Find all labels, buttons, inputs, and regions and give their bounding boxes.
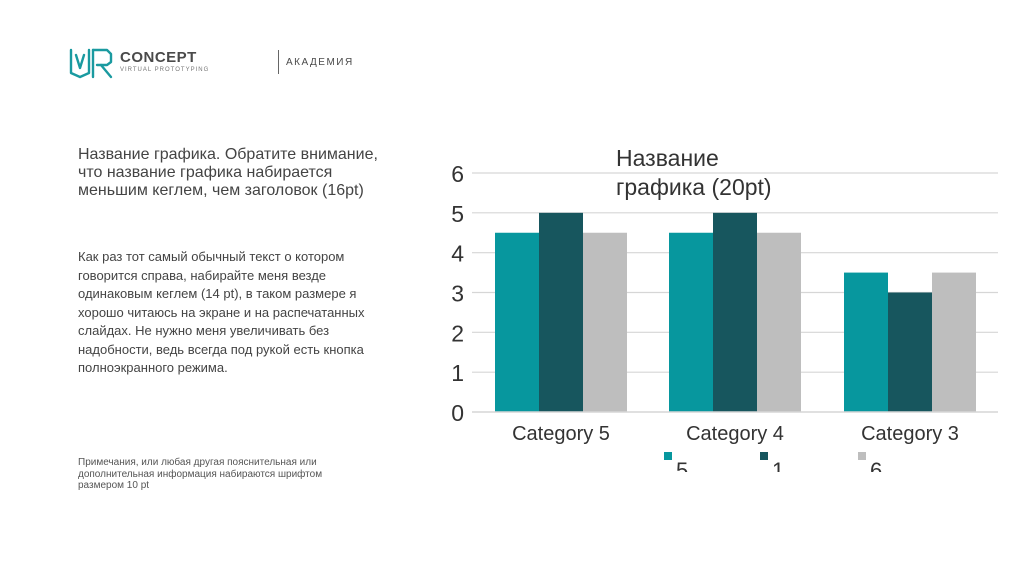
bar: [932, 272, 976, 412]
bar: [888, 292, 932, 412]
x-tick-label: Category 4: [686, 423, 784, 445]
legend-swatch: [664, 452, 672, 460]
bar-chart: 0 1 2 3 4 5 6 Category 5 Category 4 Category 3 Наз…: [440, 138, 1000, 472]
slide-body-text: Как раз тот самый обычный текст о которо…: [78, 249, 365, 375]
legend-label: 5: [676, 458, 688, 472]
y-tick-label: 4: [451, 241, 464, 267]
y-tick-label: 0: [451, 400, 464, 426]
chart-title-line: графика (20pt): [616, 174, 772, 200]
bar: [495, 232, 539, 412]
bar: [844, 272, 888, 412]
logo: CONCEPT VIRTUAL PROTOTYPING АКАДЕМИЯ: [68, 46, 352, 80]
legend-swatch: [858, 452, 866, 460]
legend-swatch: [760, 452, 768, 460]
bar: [583, 232, 627, 412]
chart-title-line: Название: [616, 145, 719, 171]
bar: [539, 212, 583, 412]
y-tick-label: 1: [451, 360, 464, 386]
x-tick-label: Category 5: [512, 423, 610, 445]
logo-tagline: VIRTUAL PROTOTYPING: [120, 67, 210, 73]
logo-divider: [278, 50, 279, 74]
logo-brand: CONCEPT: [120, 49, 197, 66]
x-tick-label: Category 3: [861, 423, 959, 445]
legend-label: 1: [772, 458, 784, 472]
slide-heading: Название графика. Обратите внимание, что…: [78, 146, 378, 199]
y-tick-label: 2: [451, 320, 464, 346]
bar: [757, 232, 801, 412]
bar: [713, 212, 757, 412]
logo-division: АКАДЕМИЯ: [286, 57, 354, 68]
bar: [669, 232, 713, 412]
bar-chart-svg: 0 1 2 3 4 5 6 Category 5 Category 4 Category 3 Наз…: [451, 145, 998, 472]
vr-logo-icon: [69, 48, 113, 79]
slide-note: Примечания, или любая другая пояснительн…: [78, 457, 323, 491]
y-tick-label: 6: [451, 161, 464, 187]
y-tick-label: 3: [451, 281, 464, 307]
y-tick-label: 5: [451, 201, 464, 227]
legend-label: 6: [870, 458, 882, 472]
